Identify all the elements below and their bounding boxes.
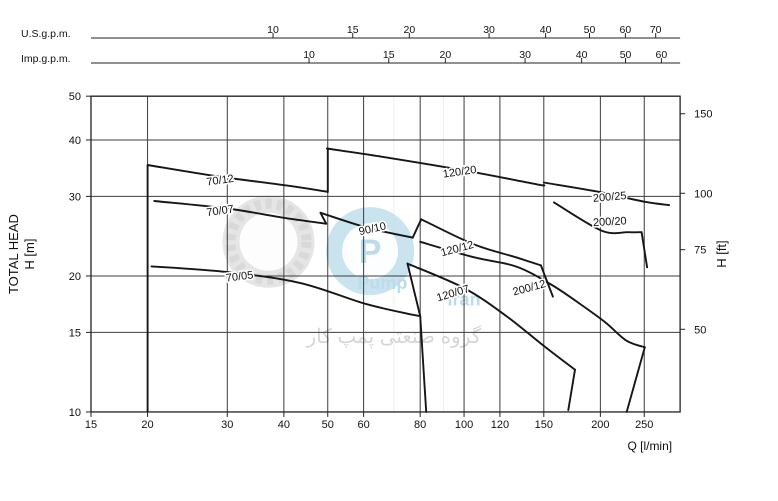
svg-text:200: 200 bbox=[591, 419, 609, 431]
svg-text:Imp.g.p.m.: Imp.g.p.m. bbox=[21, 53, 71, 65]
svg-text:H [ft]: H [ft] bbox=[714, 240, 729, 267]
svg-text:250: 250 bbox=[635, 419, 653, 431]
svg-text:15: 15 bbox=[69, 327, 81, 339]
svg-text:120: 120 bbox=[491, 419, 509, 431]
svg-text:30: 30 bbox=[221, 419, 233, 431]
svg-text:150: 150 bbox=[535, 419, 553, 431]
svg-text:TOTAL HEAD: TOTAL HEAD bbox=[6, 214, 21, 294]
svg-text:40: 40 bbox=[278, 419, 290, 431]
svg-text:گروه صنعتی پمپ کار: گروه صنعتی پمپ کار bbox=[306, 325, 482, 348]
svg-text:50: 50 bbox=[69, 91, 81, 103]
svg-text:U.S.g.p.m.: U.S.g.p.m. bbox=[21, 28, 71, 40]
svg-text:10: 10 bbox=[69, 407, 81, 419]
svg-text:H [m]: H [m] bbox=[22, 239, 37, 270]
svg-text:80: 80 bbox=[414, 419, 426, 431]
svg-text:20: 20 bbox=[141, 419, 153, 431]
svg-text:40: 40 bbox=[69, 135, 81, 147]
svg-text:15: 15 bbox=[85, 419, 97, 431]
svg-text:30: 30 bbox=[69, 191, 81, 203]
svg-text:60: 60 bbox=[357, 419, 369, 431]
svg-text:20: 20 bbox=[69, 271, 81, 283]
svg-text:100: 100 bbox=[455, 419, 473, 431]
svg-text:Q [l/min]: Q [l/min] bbox=[627, 439, 672, 453]
svg-text:50: 50 bbox=[694, 324, 706, 336]
svg-text:100: 100 bbox=[694, 188, 712, 200]
svg-text:P: P bbox=[359, 233, 382, 271]
svg-text:75: 75 bbox=[694, 245, 706, 257]
svg-text:150: 150 bbox=[694, 109, 712, 121]
svg-text:200/20: 200/20 bbox=[593, 215, 627, 229]
svg-text:50: 50 bbox=[322, 419, 334, 431]
